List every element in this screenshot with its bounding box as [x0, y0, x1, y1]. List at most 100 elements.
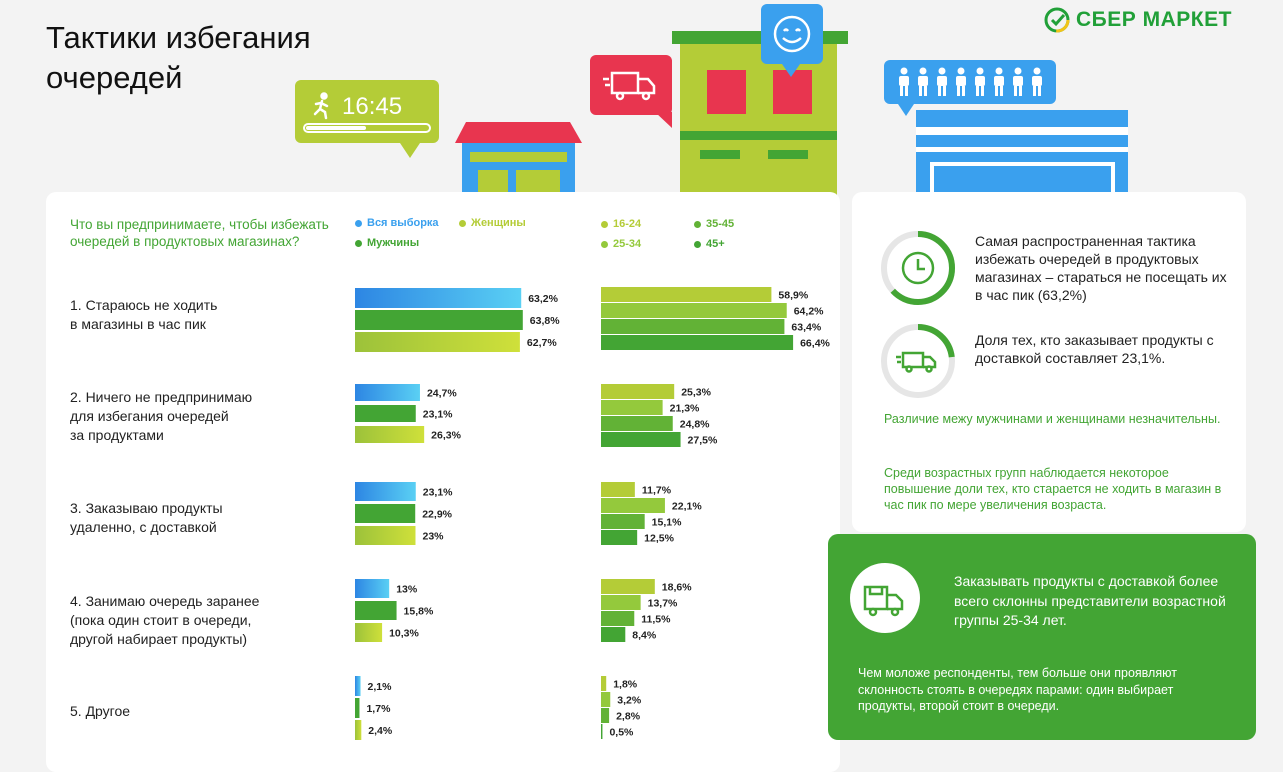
bar-q2-age-25-34 [601, 400, 663, 415]
value-label-q5-men: 1,7% [366, 703, 391, 715]
bar-q2-age-45-plus [601, 432, 681, 447]
bar-q4-women [355, 623, 383, 642]
bar-q4-age-25-34 [601, 595, 641, 610]
value-label-q5-all: 2,1% [368, 681, 393, 693]
bar-q1-all [355, 288, 522, 308]
category-label-5: 5. Другое [70, 703, 131, 719]
value-label-q4-age-35-45: 11,5% [641, 614, 671, 626]
legend-all-label: Вся выборка [367, 217, 439, 229]
bar-q2-age-16-24 [601, 384, 675, 399]
value-label-q5-age-16-24: 1,8% [613, 679, 638, 691]
value-label-q1-all: 63,2% [528, 293, 558, 305]
bar-q4-all [355, 579, 390, 598]
bar-chart: 63,2% 63,8% 62,7% 24,7% 23,1% 26,3% 23,1% 22,9%… [355, 287, 831, 740]
smile-bubble [761, 4, 823, 77]
delivery-box-icon [863, 585, 904, 617]
legend-a1-swatch [601, 220, 608, 228]
bar-q3-age-25-34 [601, 498, 665, 513]
bar-q5-age-35-45 [601, 708, 610, 723]
value-label-q4-age-16-24: 18,6% [662, 582, 692, 594]
bar-q1-age-25-34 [601, 303, 787, 318]
stat1-donut [881, 231, 955, 305]
header-illustration: 16:45 [295, 4, 1128, 195]
bar-q2-all [355, 384, 420, 401]
big-building [672, 31, 848, 195]
bar-q4-age-16-24 [601, 579, 655, 594]
value-label-q3-all: 23,1% [423, 487, 453, 499]
legend-a4-swatch [694, 240, 701, 248]
legend-age-25-34: 25-34 [601, 238, 641, 250]
stat2-donut [881, 324, 955, 398]
delivery-bubble [590, 55, 672, 128]
value-label-q5-age-45-plus: 0,5% [609, 727, 634, 739]
category-label-2: 2. Ничего не предпринимаю для избегания … [70, 389, 253, 443]
clock-icon [901, 251, 935, 285]
running-man-icon [313, 92, 329, 120]
smile-icon [773, 15, 811, 53]
value-label-q4-men: 15,8% [404, 606, 434, 618]
legend-all: Вся выборка [355, 217, 439, 229]
people-queue-icon [899, 67, 1042, 96]
legend-all-swatch [355, 219, 362, 227]
note-gender: Различие межу мужчинами и женщинами незн… [884, 412, 1221, 426]
bar-q1-age-16-24 [601, 287, 772, 302]
note-age: Среди возрастных групп наблюдается некот… [884, 466, 1222, 512]
value-label-q1-age-35-45: 63,4% [791, 322, 821, 334]
bar-q4-age-35-45 [601, 611, 635, 626]
highlight-note-text: Чем моложе респонденты, тем больше они п… [858, 666, 1177, 713]
stat1-text: Самая распространенная тактика избежать … [975, 233, 1227, 303]
value-label-q2-age-35-45: 24,8% [680, 419, 710, 431]
bar-q4-men [355, 601, 397, 620]
highlight-main-text: Заказывать продукты с доставкой более вс… [954, 573, 1226, 628]
value-label-q2-age-16-24: 25,3% [681, 387, 711, 399]
value-label-q3-age-25-34: 22,1% [672, 501, 702, 513]
bar-q3-age-35-45 [601, 514, 645, 529]
bar-q2-age-35-45 [601, 416, 673, 431]
legend-men-label: Мужчины [367, 237, 420, 249]
stat2-ring [881, 324, 955, 398]
value-label-q5-women: 2,4% [368, 725, 393, 737]
legend-women-label: Женщины [471, 217, 526, 229]
legend-a2-label: 25-34 [613, 238, 642, 250]
legend-men-swatch [355, 239, 362, 247]
value-label-q2-age-25-34: 21,3% [670, 403, 700, 415]
value-label-q3-age-35-45: 15,1% [652, 517, 682, 529]
legend-women-swatch [459, 219, 466, 227]
bar-q5-age-16-24 [601, 676, 607, 691]
bar-q2-men [355, 405, 416, 422]
bar-q1-men [355, 310, 523, 330]
value-label-q5-age-35-45: 2,8% [616, 711, 641, 723]
value-label-q2-men: 23,1% [423, 409, 453, 421]
value-label-q3-women: 23% [422, 531, 444, 543]
value-label-q4-women: 10,3% [389, 628, 419, 640]
value-label-q5-age-25-34: 3,2% [617, 695, 642, 707]
value-label-q1-men: 63,8% [530, 315, 560, 327]
right-store [916, 110, 1128, 195]
brand-name: СБЕР МАРКЕТ [1076, 8, 1232, 31]
clock-time: 16:45 [342, 93, 402, 120]
value-label-q4-all: 13% [396, 584, 418, 596]
legend-a1-label: 16-24 [613, 218, 642, 230]
legend-age-35-45: 35-45 [694, 218, 734, 230]
delivery-truck-icon [896, 351, 937, 373]
bar-q1-age-35-45 [601, 319, 785, 334]
value-label-q1-age-45-plus: 66,4% [800, 338, 830, 350]
value-label-q1-women: 62,7% [527, 337, 557, 349]
bar-q3-age-45-plus [601, 530, 638, 545]
bar-q3-age-16-24 [601, 482, 635, 497]
value-label-q2-age-45-plus: 27,5% [688, 435, 718, 447]
queue-bubble [884, 60, 1056, 116]
sber-logo-icon [1044, 7, 1070, 33]
value-label-q3-age-45-plus: 12,5% [644, 533, 674, 545]
brand-logo: СБЕР МАРКЕТ [1044, 5, 1232, 35]
summary-card [852, 192, 1246, 532]
legend-age-45-plus: 45+ [694, 238, 725, 250]
bar-q3-women [355, 526, 416, 545]
legend-age-16-24: 16-24 [601, 218, 641, 230]
bar-q5-age-45-plus [601, 724, 603, 739]
chart-question: Что вы предпринимаете, чтобы избежать оч… [70, 217, 329, 249]
bar-q1-women [355, 332, 520, 352]
bar-q3-men [355, 504, 416, 523]
value-label-q3-men: 22,9% [422, 509, 452, 521]
highlight-icon-circle [850, 563, 920, 633]
